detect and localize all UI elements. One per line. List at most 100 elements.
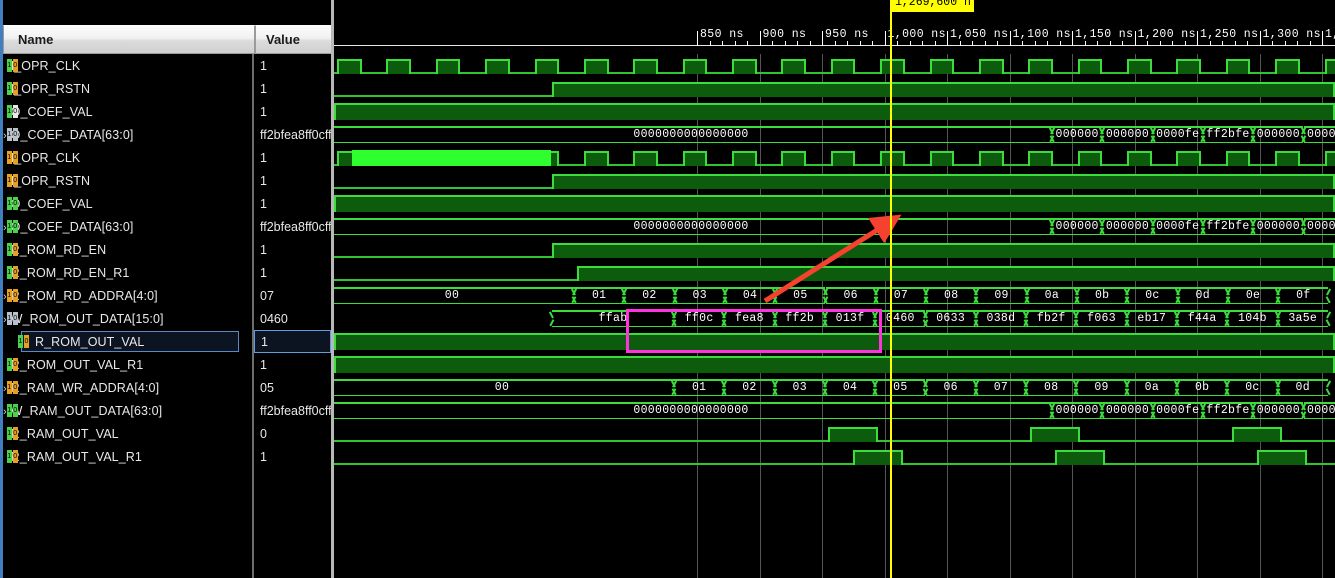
signal-value-cell[interactable]: 1 xyxy=(260,242,267,257)
signal-value-cell[interactable]: 05 xyxy=(260,380,274,395)
signal-name-label: R_RAM_OUT_VAL_R1 xyxy=(10,449,142,464)
signal-value-cell[interactable]: 0460 xyxy=(260,311,288,326)
chevron-right-icon[interactable]: › xyxy=(3,313,7,326)
signal-value-cell[interactable]: 1 xyxy=(260,58,267,73)
signal-value-cell[interactable]: 1 xyxy=(260,196,267,211)
bus-segment: f063 xyxy=(1076,310,1127,327)
signal-value-cell[interactable]: 1 xyxy=(260,265,267,280)
ruler-minor-tick xyxy=(722,41,723,46)
bus-value-label: 104b xyxy=(1238,312,1267,325)
bus-segment: 02 xyxy=(624,287,675,304)
signal-row-o_coef_data630[interactable]: › 1 0 O_COEF_DATA[63:0] xyxy=(3,219,134,234)
panel-splitter[interactable] xyxy=(331,0,334,578)
chevron-right-icon[interactable]: › xyxy=(3,405,7,418)
signal-row-w_rom_out_data150[interactable]: › 1 0 W_ROM_OUT_DATA[15:0] xyxy=(3,311,164,326)
ruler-minor-tick xyxy=(784,41,786,46)
signal-high-level xyxy=(334,333,1335,335)
ruler-minor-tick xyxy=(797,41,798,46)
signal-value-cell[interactable]: 1 xyxy=(260,81,267,96)
signal-row-r_ram_out_val[interactable]: ›10R_RAM_OUT_VAL xyxy=(6,426,119,441)
signal-row-o_coef_val[interactable]: ›10O_COEF_VAL xyxy=(6,196,93,211)
signal-high-level xyxy=(334,195,1335,197)
signal-name-tree[interactable]: ›10I_OPR_CLK›10I_OPR_RSTN›10O_COEF_VAL›1… xyxy=(3,54,252,578)
signal-row-r_rom_rd_en[interactable]: ›10R_ROM_RD_EN xyxy=(6,242,107,257)
clock-pulse xyxy=(929,59,955,74)
waveform-canvas[interactable]: 850 ns 900 ns 950 ns 1,000 ns 1,050 ns 1,100 … xyxy=(334,0,1335,578)
bus-segment: 013f xyxy=(824,310,876,327)
clock-pulse xyxy=(633,59,658,74)
signal-row-r_ram_out_val_r1[interactable]: ›10R_RAM_OUT_VAL_R1 xyxy=(6,449,142,464)
chevron-right-icon[interactable]: › xyxy=(3,382,7,395)
clock-pulse xyxy=(1275,151,1300,166)
signal-value-cell[interactable]: 1 xyxy=(260,150,267,165)
ruler-minor-tick xyxy=(834,41,836,46)
bus-segment: 06 xyxy=(925,379,976,396)
signal-value-cell[interactable]: ff2bfea8ff0cffa xyxy=(260,403,331,418)
signal-high-fill xyxy=(334,335,1335,350)
signal-row-r_ram_wr_addra40[interactable]: › 1 0 R_RAM_WR_ADDRA[4:0] xyxy=(3,380,160,395)
bus-value-label: 07 xyxy=(893,289,909,302)
signal-row-r_rom_out_val[interactable]: ›10R_ROM_OUT_VAL xyxy=(3,330,252,353)
chevron-right-icon[interactable]: › xyxy=(3,221,7,234)
column-header-value[interactable]: Value xyxy=(255,25,333,54)
signal-name-label: I_OPR_RSTN xyxy=(10,173,91,188)
clock-pulse xyxy=(781,59,807,74)
clock-pulse xyxy=(1324,151,1335,166)
signal-value-cell[interactable]: 07 xyxy=(260,288,274,303)
ruler-major-tick xyxy=(1197,31,1198,46)
chevron-right-icon[interactable]: › xyxy=(3,129,7,142)
signal-name-label: O_COEF_DATA[63:0] xyxy=(10,127,134,142)
signal-row-i_opr_rstn[interactable]: ›10I_OPR_RSTN xyxy=(6,173,91,188)
signal-row-r_rom_rd_en_r1[interactable]: ›10R_ROM_RD_EN_R1 xyxy=(6,265,130,280)
bus-segment: 000000 xyxy=(1052,218,1103,235)
ruler-minor-tick xyxy=(959,41,961,46)
bus-value-label: 06 xyxy=(943,381,958,394)
ruler-tick-label: 950 ns xyxy=(825,28,869,41)
column-header-row: Name Value xyxy=(3,25,333,54)
signal-row-i_opr_rstn[interactable]: ›10I_OPR_RSTN xyxy=(6,81,91,96)
signal-row-r_rom_out_val_r1[interactable]: ›10R_ROM_OUT_VAL_R1 xyxy=(6,357,144,372)
ruler-tick-label: 1,100 ns xyxy=(1012,28,1071,41)
signal-value-cell[interactable]: 1 xyxy=(260,449,267,464)
signal-value-cell[interactable]: 1 xyxy=(254,330,331,353)
clock-pulse xyxy=(583,59,609,74)
column-divider[interactable] xyxy=(252,54,254,578)
signal-value-cell[interactable]: ff2bfea8ff0cffa xyxy=(260,127,331,142)
ruler-minor-tick xyxy=(984,41,986,46)
signal-row-r_rom_rd_addra40[interactable]: › 1 0 R_ROM_RD_ADDRA[4:0] xyxy=(3,288,158,303)
signal-value-cell[interactable]: 1 xyxy=(260,104,267,119)
bus-value-label: ff2b xyxy=(785,312,815,325)
signal-row-i_opr_clk[interactable]: ›10I_OPR_CLK xyxy=(6,150,81,165)
bus-value-label: 0000fe xyxy=(1156,220,1200,233)
bus-value-label: 0b xyxy=(1194,381,1210,394)
signal-value-cell[interactable]: ff2bfea8ff0cffa xyxy=(260,219,331,234)
clock-pulse xyxy=(682,59,708,74)
ruler-minor-tick xyxy=(897,41,898,46)
signal-value-cell[interactable]: 1 xyxy=(260,173,267,188)
time-cursor-line[interactable] xyxy=(890,0,892,578)
signal-value-cell[interactable]: 0 xyxy=(260,426,267,441)
ruler-minor-tick xyxy=(1109,41,1111,46)
signal-row-o_coef_data630[interactable]: › 1 0 O_COEF_DATA[63:0] xyxy=(3,127,134,142)
signal-pulse xyxy=(552,174,1335,189)
signal-name-label: R_ROM_RD_EN xyxy=(10,242,107,257)
signal-row-o_coef_val[interactable]: ›10O_COEF_VAL xyxy=(6,104,93,119)
column-header-name[interactable]: Name xyxy=(3,25,255,54)
chevron-right-icon[interactable]: › xyxy=(3,290,7,303)
signal-row-w_ram_out_data630[interactable]: › 1 0 W_RAM_OUT_DATA[63:0] xyxy=(3,403,163,418)
bus-value-label: 08 xyxy=(1044,381,1059,394)
signal-row-i_opr_clk[interactable]: ›10I_OPR_CLK xyxy=(6,58,81,73)
clock-pulse xyxy=(1077,59,1103,74)
bus-segment: fea8 xyxy=(724,310,775,327)
signal-name-label: W_RAM_OUT_DATA[63:0] xyxy=(10,403,163,418)
time-ruler[interactable]: 850 ns 900 ns 950 ns 1,000 ns 1,050 ns 1,100 … xyxy=(334,24,1335,54)
bus-segment: 07 xyxy=(975,379,1027,396)
bus-segment: 00 xyxy=(334,379,674,396)
signal-value-column[interactable]: 1 1 1 ff2bfea8ff0cffa 1 1 1 ff2bfea8ff0cffa 1 1 07… xyxy=(254,54,331,578)
signal-name-label: R_RAM_WR_ADDRA[4:0] xyxy=(10,380,160,395)
bus-value-label: 0000000000000000 xyxy=(633,404,749,417)
signal-value-cell[interactable]: 1 xyxy=(260,357,267,372)
bus-value-label: 000000 xyxy=(1307,128,1335,141)
